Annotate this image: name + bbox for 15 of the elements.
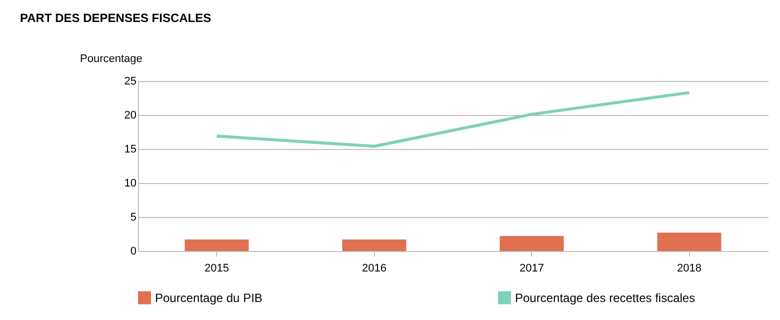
y-tick-label: 0 [130,246,136,258]
y-tick-label: 10 [124,178,136,190]
x-tick-label: 2015 [204,262,229,274]
line-series [215,91,691,148]
y-tick-label: 5 [130,212,136,224]
chart-title: PART DES DEPENSES FISCALES [20,11,212,25]
y-axis-title: Pourcentage [80,53,142,65]
x-tick-label: 2018 [677,262,702,274]
legend-label: Pourcentage des recettes fiscales [515,290,696,305]
x-tick-label: 2016 [362,262,386,274]
legend-label: Pourcentage du PIB [155,290,262,305]
x-tick-label: 2017 [520,262,544,274]
y-tick-label: 15 [124,144,136,156]
y-tick-label: 20 [124,110,136,122]
y-tick-label: 25 [124,76,136,88]
